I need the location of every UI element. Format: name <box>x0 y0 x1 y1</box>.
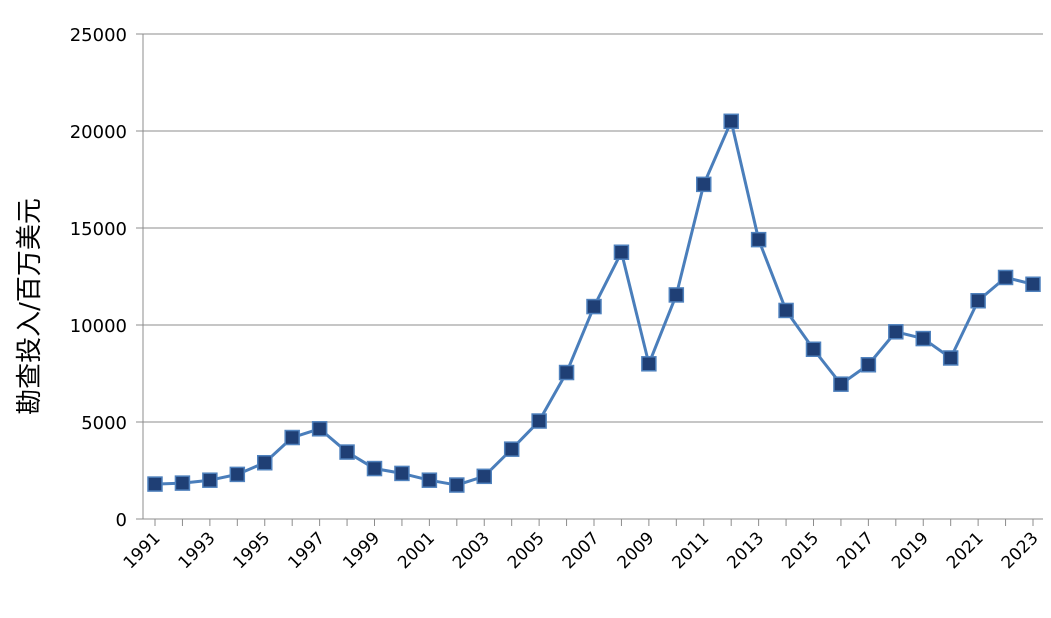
y-tick-label: 25000 <box>70 25 127 46</box>
data-point-marker <box>778 302 794 319</box>
y-tick-label: 5000 <box>81 413 127 434</box>
x-tick-label: 2005 <box>504 528 549 573</box>
data-point-marker <box>833 376 849 392</box>
data-point-marker <box>1025 276 1041 293</box>
data-point-marker <box>888 324 904 340</box>
y-tick-label: 0 <box>116 510 127 531</box>
data-point-marker <box>805 341 822 357</box>
x-tick-labels: 1991 1993 1995 1997 1999 2001 2003 2005 2007 2009… <box>120 528 1043 573</box>
y-tick-label: 15000 <box>70 219 127 240</box>
x-tick-label: 1995 <box>230 528 275 573</box>
data-point-marker <box>723 113 739 130</box>
gridlines <box>143 33 1043 423</box>
data-point-marker <box>476 468 492 485</box>
data-point-marker <box>613 244 630 260</box>
x-tick-label: 2017 <box>833 528 878 573</box>
data-point-marker <box>641 356 657 372</box>
data-point-marker <box>449 477 465 493</box>
x-tick-label: 1991 <box>120 528 165 573</box>
y-tick-label: 10000 <box>70 316 127 337</box>
data-point-marker <box>531 413 547 429</box>
x-tick-label: 2003 <box>449 528 494 573</box>
x-tick-label: 1999 <box>339 528 384 573</box>
data-point-marker <box>339 444 355 460</box>
data-point-marker <box>668 287 685 303</box>
data-point-marker <box>750 231 767 248</box>
data-point-marker <box>503 441 520 457</box>
data-point-marker <box>202 472 218 488</box>
data-point-marker <box>970 293 986 309</box>
y-axis-label: 勘查投入/百万美元 <box>15 198 45 415</box>
x-tick-label: 2023 <box>998 528 1043 573</box>
data-point-marker <box>174 475 191 491</box>
x-tick-label: 2015 <box>778 528 823 573</box>
data-point-marker <box>284 429 300 446</box>
data-point-marker <box>997 269 1014 286</box>
data-point-marker <box>558 364 575 381</box>
data-point-marker <box>915 330 931 347</box>
y-tick-label: 20000 <box>70 122 127 143</box>
data-point-marker <box>860 357 877 373</box>
data-point-marker <box>696 176 712 193</box>
data-point-marker <box>311 421 328 437</box>
x-tick-label: 2013 <box>723 528 768 573</box>
data-point-marker <box>586 298 602 315</box>
axes <box>136 33 1043 526</box>
x-tick-label: 2021 <box>943 528 988 573</box>
x-tick-label: 2007 <box>559 528 604 573</box>
data-point-marker <box>421 472 438 488</box>
x-tick-label: 1993 <box>175 528 220 573</box>
series-group <box>147 113 1041 493</box>
data-point-marker <box>229 466 246 483</box>
x-tick-label: 2001 <box>394 528 439 573</box>
data-point-marker <box>147 476 163 492</box>
x-tick-label: 2019 <box>888 528 933 573</box>
x-tick-label: 1997 <box>284 528 329 573</box>
x-tick-label: 2009 <box>614 528 659 573</box>
data-point-marker <box>942 350 959 366</box>
data-point-marker <box>394 465 410 482</box>
data-point-marker <box>366 460 383 477</box>
data-point-marker <box>257 454 273 471</box>
x-tick-label: 2011 <box>669 528 714 573</box>
y-tick-labels: 0 5000 10000 15000 20000 25000 <box>70 25 127 531</box>
